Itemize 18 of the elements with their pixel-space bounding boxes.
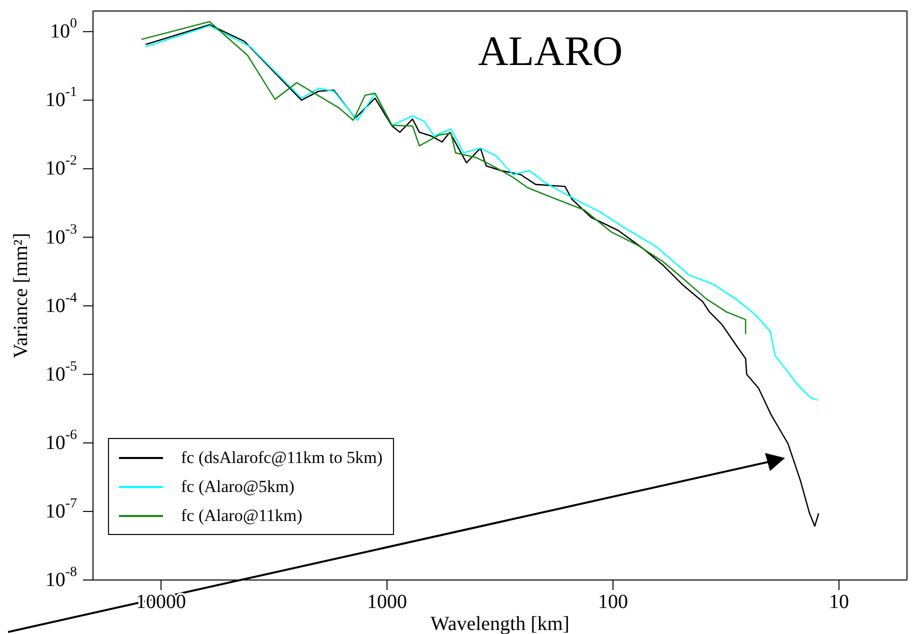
y-tick-label: 10$^{-2}$ bbox=[45, 154, 77, 180]
y-axis-title: Variance [mm²] bbox=[10, 232, 32, 358]
x-tick-label: 100 bbox=[598, 591, 628, 613]
legend-label: fc (Alaro@11km) bbox=[181, 506, 302, 526]
y-tick-label: 10$^{-4}$ bbox=[45, 290, 77, 317]
y-tick-label: 10$^{-8}$ bbox=[45, 565, 77, 591]
legend-label: fc (Alaro@5km) bbox=[181, 476, 294, 496]
x-tick-label: 10 bbox=[828, 591, 849, 613]
y-tick-label: 10$^{-6}$ bbox=[45, 428, 77, 454]
x-axis-title: Wavelength [km] bbox=[430, 613, 570, 634]
x-tick-label: 1000 bbox=[367, 591, 408, 613]
annotation: ALARO bbox=[478, 28, 623, 76]
y-tick-label: 10$^{0}$ bbox=[50, 16, 77, 43]
y-tick-label: 10$^{-5}$ bbox=[45, 359, 77, 386]
y-tick-label: 10$^{-1}$ bbox=[45, 85, 77, 112]
legend-label: fc (dsAlarofc@11km to 5km) bbox=[181, 448, 383, 468]
y-tick-label: 10$^{-7}$ bbox=[45, 496, 77, 522]
y-tick-label: 10$^{-3}$ bbox=[45, 222, 77, 248]
